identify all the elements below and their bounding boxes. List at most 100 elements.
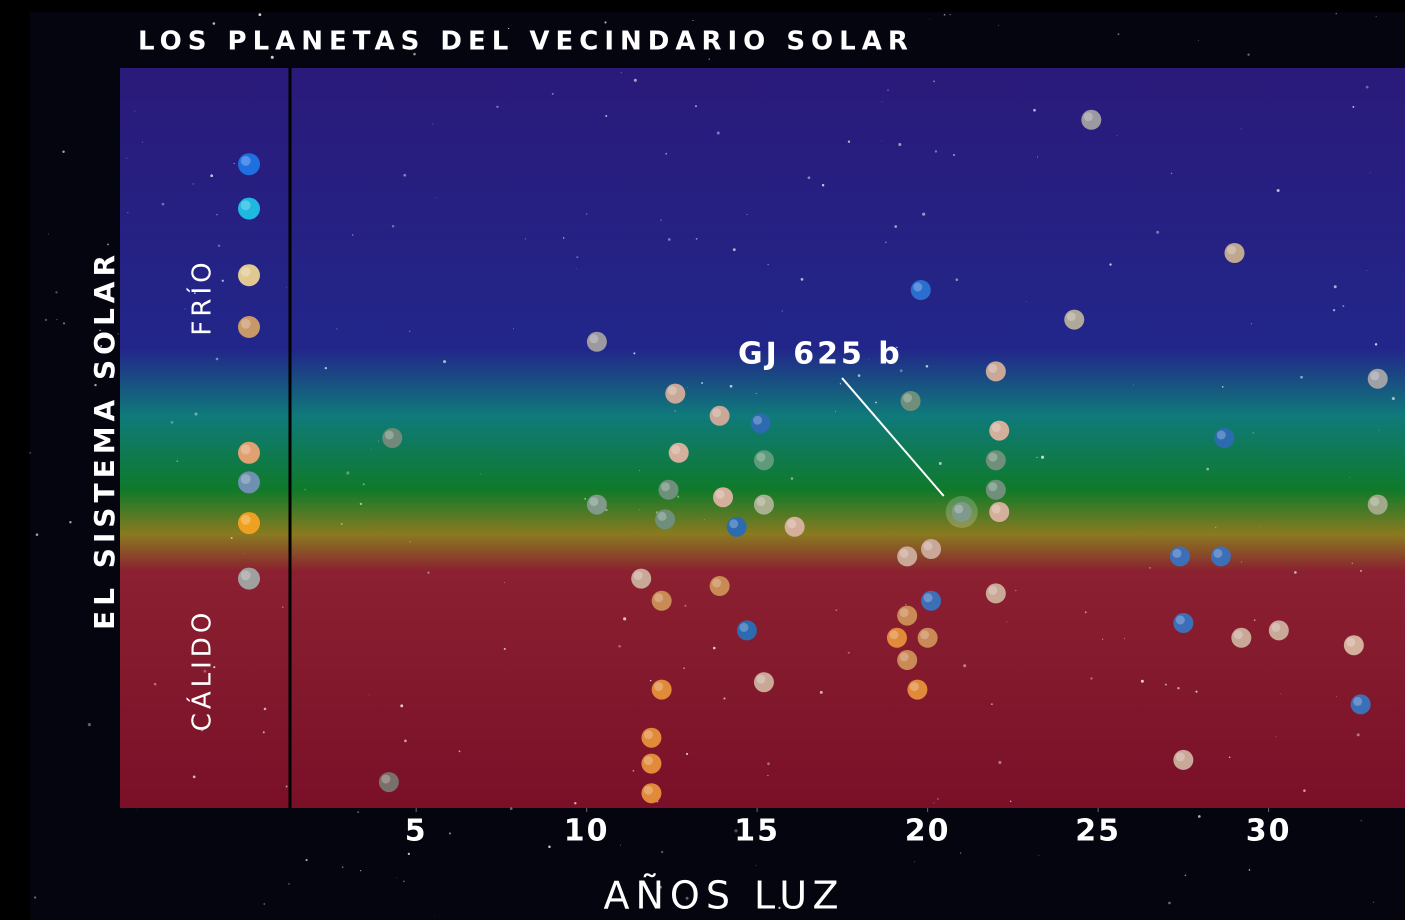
- star: [217, 244, 221, 247]
- planet-shade: [899, 652, 909, 662]
- planet: [382, 428, 403, 448]
- planet-body: [753, 672, 774, 693]
- planet-shade: [729, 519, 739, 529]
- planet: [1169, 546, 1190, 567]
- planet-shade: [988, 363, 998, 373]
- planet-body: [1367, 494, 1388, 515]
- planet-shade: [909, 682, 919, 692]
- star: [1372, 901, 1375, 903]
- star: [212, 22, 216, 25]
- star: [684, 604, 687, 607]
- planet: [1367, 368, 1388, 389]
- star: [937, 798, 939, 800]
- star: [213, 666, 216, 669]
- star: [1195, 690, 1198, 693]
- star: [1374, 343, 1378, 346]
- star: [894, 225, 898, 228]
- planet-shade: [913, 282, 923, 292]
- star: [193, 292, 196, 294]
- planet-body: [900, 391, 921, 411]
- star: [618, 644, 621, 648]
- planet-shade: [1227, 245, 1237, 255]
- star: [658, 885, 662, 889]
- planet-shade: [756, 674, 766, 684]
- planet-body: [238, 316, 260, 338]
- planet: [726, 516, 747, 537]
- star: [914, 861, 916, 863]
- star: [62, 150, 65, 153]
- star: [1038, 854, 1040, 856]
- planet-shade: [991, 504, 1001, 514]
- x-tick-label: 25: [1075, 814, 1121, 849]
- planet: [1367, 494, 1388, 515]
- star: [1090, 677, 1093, 680]
- star: [1250, 323, 1253, 325]
- planet: [1064, 309, 1085, 330]
- star: [436, 197, 437, 199]
- planet: [753, 672, 774, 693]
- star: [952, 153, 955, 156]
- planet: [1210, 546, 1231, 567]
- planet: [238, 153, 260, 176]
- star: [676, 495, 680, 498]
- star: [660, 219, 662, 221]
- star: [503, 647, 506, 650]
- star: [508, 27, 510, 30]
- planet-body: [238, 153, 260, 176]
- star: [1168, 901, 1171, 905]
- y-axis-label: EL SISTEMA SOLAR: [88, 250, 121, 630]
- star: [288, 883, 290, 885]
- star: [857, 374, 861, 377]
- planet-body: [238, 471, 260, 494]
- star: [357, 811, 360, 814]
- planet: [238, 264, 260, 287]
- star: [660, 850, 664, 854]
- zone-label: CÁLIDO: [186, 609, 218, 732]
- star: [585, 213, 588, 215]
- star: [686, 386, 688, 388]
- star: [604, 21, 607, 24]
- planet-body: [382, 428, 403, 448]
- star: [723, 697, 726, 700]
- planet-body: [1214, 428, 1235, 448]
- star: [922, 212, 926, 216]
- star: [362, 483, 365, 486]
- star: [790, 477, 794, 480]
- planet-body: [651, 679, 672, 700]
- planet-shade: [923, 593, 933, 603]
- star: [998, 24, 1000, 26]
- star: [396, 877, 398, 878]
- star: [1259, 526, 1260, 527]
- planet-shade: [384, 430, 394, 440]
- zone-label: FRÍO: [186, 258, 218, 335]
- planet: [238, 471, 260, 494]
- star: [261, 45, 263, 47]
- planet: [989, 502, 1010, 522]
- star: [524, 238, 527, 240]
- planet-shade: [240, 444, 251, 455]
- star: [62, 322, 66, 325]
- planet: [631, 568, 652, 589]
- star: [1221, 386, 1224, 388]
- star: [1240, 561, 1242, 563]
- star: [1303, 789, 1306, 792]
- star: [584, 498, 586, 500]
- star: [667, 238, 671, 241]
- star: [934, 150, 938, 153]
- star: [134, 110, 136, 112]
- star: [548, 845, 551, 849]
- planet: [1081, 109, 1102, 130]
- star: [87, 723, 91, 727]
- star: [434, 915, 436, 917]
- star: [1336, 695, 1337, 697]
- planet: [1173, 613, 1194, 633]
- star: [1335, 12, 1337, 15]
- planet-shade: [671, 445, 681, 455]
- star: [665, 152, 668, 155]
- annotation-glow: [945, 496, 978, 528]
- star: [938, 461, 942, 465]
- star: [1026, 301, 1028, 302]
- planet-body: [238, 512, 260, 535]
- planet: [1343, 635, 1364, 656]
- star: [263, 707, 267, 711]
